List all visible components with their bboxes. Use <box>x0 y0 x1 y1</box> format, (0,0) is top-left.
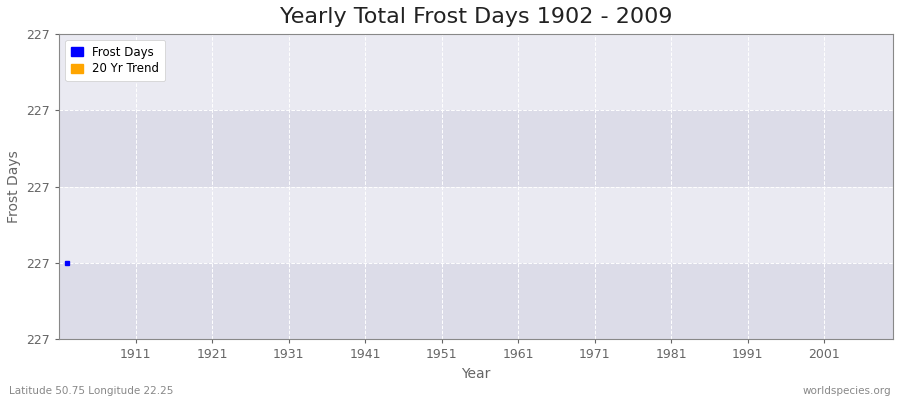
Bar <box>59 110 893 187</box>
Legend: Frost Days, 20 Yr Trend: Frost Days, 20 Yr Trend <box>65 40 166 81</box>
X-axis label: Year: Year <box>462 367 490 381</box>
Title: Yearly Total Frost Days 1902 - 2009: Yearly Total Frost Days 1902 - 2009 <box>280 7 672 27</box>
Bar <box>59 187 893 263</box>
Y-axis label: Frost Days: Frost Days <box>7 150 21 223</box>
Text: Latitude 50.75 Longitude 22.25: Latitude 50.75 Longitude 22.25 <box>9 386 174 396</box>
Bar <box>59 34 893 110</box>
Bar <box>59 263 893 340</box>
Text: worldspecies.org: worldspecies.org <box>803 386 891 396</box>
